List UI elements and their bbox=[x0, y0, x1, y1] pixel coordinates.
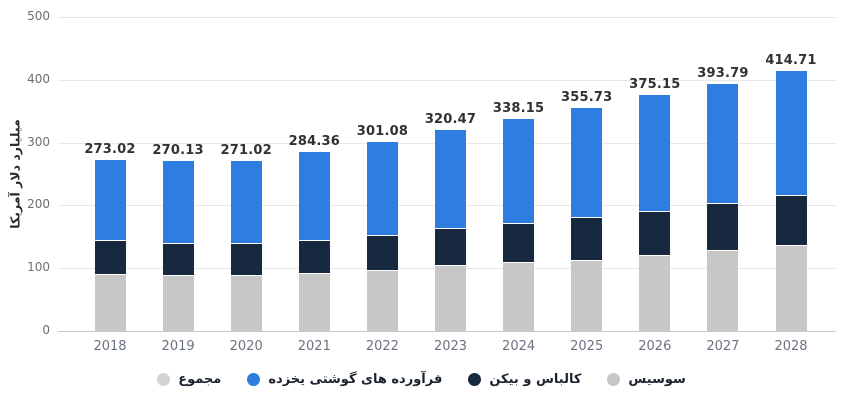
bar-segment-sausage[interactable] bbox=[775, 245, 807, 331]
bar-group[interactable]: 375.15 bbox=[620, 77, 690, 331]
bar-group[interactable]: 273.02 bbox=[75, 142, 145, 331]
x-axis-label: 2026 bbox=[638, 339, 672, 354]
legend-marker-icon bbox=[468, 373, 482, 386]
bar-total-label: 301.08 bbox=[356, 123, 409, 139]
x-axis-label: 2028 bbox=[774, 339, 808, 354]
bar-total-label: 273.02 bbox=[84, 141, 136, 157]
legend-marker-icon bbox=[247, 373, 261, 386]
bar-total-label: 375.15 bbox=[629, 77, 681, 93]
bar-segment-coldcuts-bacon[interactable] bbox=[707, 203, 739, 252]
bar-group[interactable]: 355.73 bbox=[552, 90, 622, 331]
x-axis-label: 2024 bbox=[502, 339, 536, 354]
bar-group[interactable]: 338.15 bbox=[484, 101, 554, 331]
bar-segment-coldcuts-bacon[interactable] bbox=[162, 243, 194, 276]
legend-label: سوسیس bbox=[628, 372, 686, 387]
bar-segment-sausage[interactable] bbox=[230, 276, 262, 331]
bar-segment-sausage[interactable] bbox=[503, 263, 535, 331]
legend-item[interactable]: مجموع bbox=[157, 372, 221, 387]
bar-total-label: 338.15 bbox=[492, 100, 545, 116]
bar-segment-frozen-meat[interactable] bbox=[571, 107, 603, 218]
bar-segment-sausage[interactable] bbox=[435, 266, 466, 331]
bar-segment-coldcuts-bacon[interactable] bbox=[775, 195, 807, 246]
bar-segment-frozen-meat[interactable] bbox=[298, 152, 330, 241]
bar-segment-coldcuts-bacon[interactable] bbox=[435, 229, 466, 267]
legend-label: مجموع bbox=[178, 372, 222, 387]
bar-segment-sausage[interactable] bbox=[366, 270, 398, 331]
bar-group[interactable]: 270.13 bbox=[143, 143, 213, 331]
bar-segment-coldcuts-bacon[interactable] bbox=[298, 240, 330, 274]
x-axis-label: 2025 bbox=[570, 339, 604, 354]
x-axis-label: 2019 bbox=[161, 339, 195, 354]
bar-segment-sausage[interactable] bbox=[162, 275, 194, 331]
bar-total-label: 414.71 bbox=[765, 52, 817, 68]
bar-segment-frozen-meat[interactable] bbox=[366, 141, 398, 237]
bar-segment-frozen-meat[interactable] bbox=[162, 161, 194, 244]
bar-segment-sausage[interactable] bbox=[94, 275, 126, 331]
legend-marker-icon bbox=[607, 373, 621, 386]
bar-group[interactable]: 320.47 bbox=[416, 112, 486, 331]
bar-total-label: 320.47 bbox=[424, 112, 477, 128]
gridline bbox=[58, 79, 836, 81]
legend-marker-icon bbox=[157, 373, 171, 386]
bar-total-label: 393.79 bbox=[697, 65, 749, 81]
bar-segment-coldcuts-bacon[interactable] bbox=[571, 217, 603, 261]
legend-item[interactable]: کالباس و بیکن bbox=[468, 372, 581, 387]
y-tick-label: 300 bbox=[27, 134, 50, 149]
bar-total-label: 284.36 bbox=[288, 134, 340, 150]
y-tick-label: 100 bbox=[27, 260, 50, 275]
legend-label: کالباس و بیکن bbox=[489, 372, 582, 387]
x-axis-label: 2020 bbox=[229, 339, 263, 354]
legend-item[interactable]: سوسیس bbox=[607, 372, 686, 387]
x-axis-label: 2018 bbox=[93, 339, 127, 354]
bar-total-label: 271.02 bbox=[220, 142, 272, 158]
bar-segment-frozen-meat[interactable] bbox=[230, 160, 262, 245]
x-axis-label: 2023 bbox=[433, 339, 468, 354]
bar-segment-coldcuts-bacon[interactable] bbox=[639, 212, 671, 257]
bar-segment-coldcuts-bacon[interactable] bbox=[366, 236, 398, 271]
bar-segment-frozen-meat[interactable] bbox=[94, 159, 126, 242]
legend-label: فرآورده های گوشتی یخزده bbox=[268, 372, 443, 387]
x-axis-label: 2022 bbox=[365, 339, 399, 354]
bar-segment-frozen-meat[interactable] bbox=[503, 118, 535, 224]
plot-area: 273.02 270.13 271.02 284.36 301.08 320.47 338.… bbox=[58, 17, 836, 332]
legend: مجموع فرآورده های گوشتی یخزده کالباس و بیک… bbox=[0, 372, 843, 387]
bar-group[interactable]: 393.79 bbox=[688, 66, 758, 331]
bar-segment-sausage[interactable] bbox=[707, 251, 739, 331]
bar-segment-frozen-meat[interactable] bbox=[435, 130, 466, 230]
y-tick-label: 500 bbox=[27, 9, 50, 23]
bar-total-label: 355.73 bbox=[561, 89, 613, 105]
y-tick-label: 200 bbox=[27, 197, 50, 212]
bar-segment-coldcuts-bacon[interactable] bbox=[503, 223, 535, 264]
bar-segment-sausage[interactable] bbox=[639, 256, 671, 331]
bar-group[interactable]: 414.71 bbox=[756, 53, 826, 331]
bar-segment-frozen-meat[interactable] bbox=[707, 83, 739, 204]
bar-segment-sausage[interactable] bbox=[571, 260, 603, 331]
gridline bbox=[58, 17, 836, 18]
legend-item[interactable]: فرآورده های گوشتی یخزده bbox=[247, 372, 442, 387]
bar-segment-frozen-meat[interactable] bbox=[639, 95, 671, 213]
bar-segment-coldcuts-bacon[interactable] bbox=[94, 241, 126, 276]
bar-group[interactable]: 284.36 bbox=[279, 134, 349, 331]
bar-segment-sausage[interactable] bbox=[298, 273, 330, 331]
bar-segment-coldcuts-bacon[interactable] bbox=[230, 244, 262, 277]
y-tick-label: 400 bbox=[27, 71, 50, 86]
x-axis-label: 2027 bbox=[706, 339, 740, 354]
bar-total-label: 270.13 bbox=[152, 143, 204, 159]
bar-group[interactable]: 301.08 bbox=[347, 124, 417, 331]
y-tick-label: 0 bbox=[42, 323, 50, 337]
bar-segment-frozen-meat[interactable] bbox=[775, 70, 807, 196]
bar-group[interactable]: 271.02 bbox=[211, 143, 281, 331]
x-axis-label: 2021 bbox=[297, 339, 331, 354]
